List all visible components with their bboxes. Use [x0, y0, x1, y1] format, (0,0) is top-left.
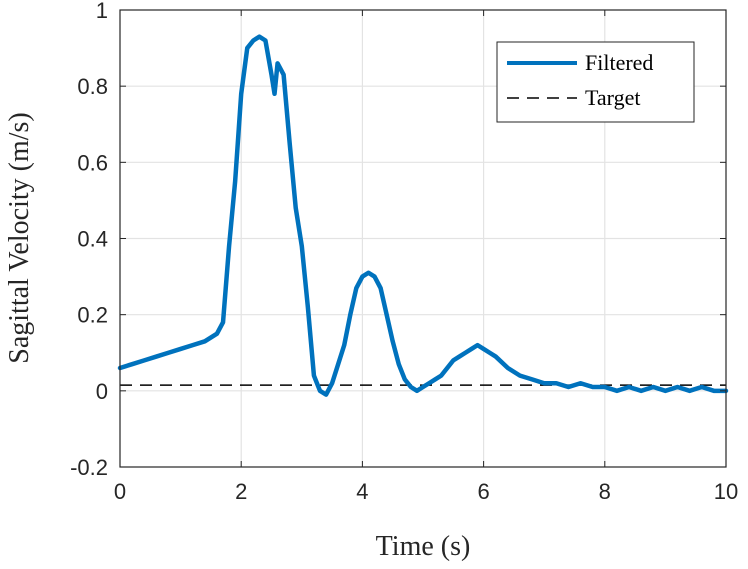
- tick-marks: [119, 9, 727, 468]
- x-tick-label: 10: [714, 479, 738, 504]
- legend-label-filtered: Filtered: [585, 50, 653, 75]
- x-tick-label: 2: [235, 479, 247, 504]
- y-tick-label: 0.4: [77, 227, 108, 252]
- y-tick-label: 0.6: [77, 150, 108, 175]
- x-tick-label: 8: [599, 479, 611, 504]
- x-tick-label: 6: [477, 479, 489, 504]
- y-tick-label: -0.2: [70, 455, 108, 480]
- series-layer: [117, 34, 729, 397]
- tick-labels: 0 2 4 6 8 10-0.200.20.40.60.81: [70, 0, 738, 504]
- legend: Filtered Target: [496, 41, 695, 123]
- x-tick-label: 4: [356, 479, 368, 504]
- legend-label-target: Target: [585, 85, 640, 110]
- y-tick-label: 1: [96, 0, 108, 23]
- x-tick-label: 0: [114, 479, 126, 504]
- y-tick-label: 0.2: [77, 303, 108, 328]
- y-axis-title: Sagittal Velocity (m/s): [4, 112, 35, 363]
- y-tick-label: 0.8: [77, 74, 108, 99]
- x-axis-title: Time (s): [376, 531, 471, 562]
- y-tick-label: 0: [96, 379, 108, 404]
- legend-box: [496, 41, 695, 123]
- series-line-filtered: [117, 34, 729, 397]
